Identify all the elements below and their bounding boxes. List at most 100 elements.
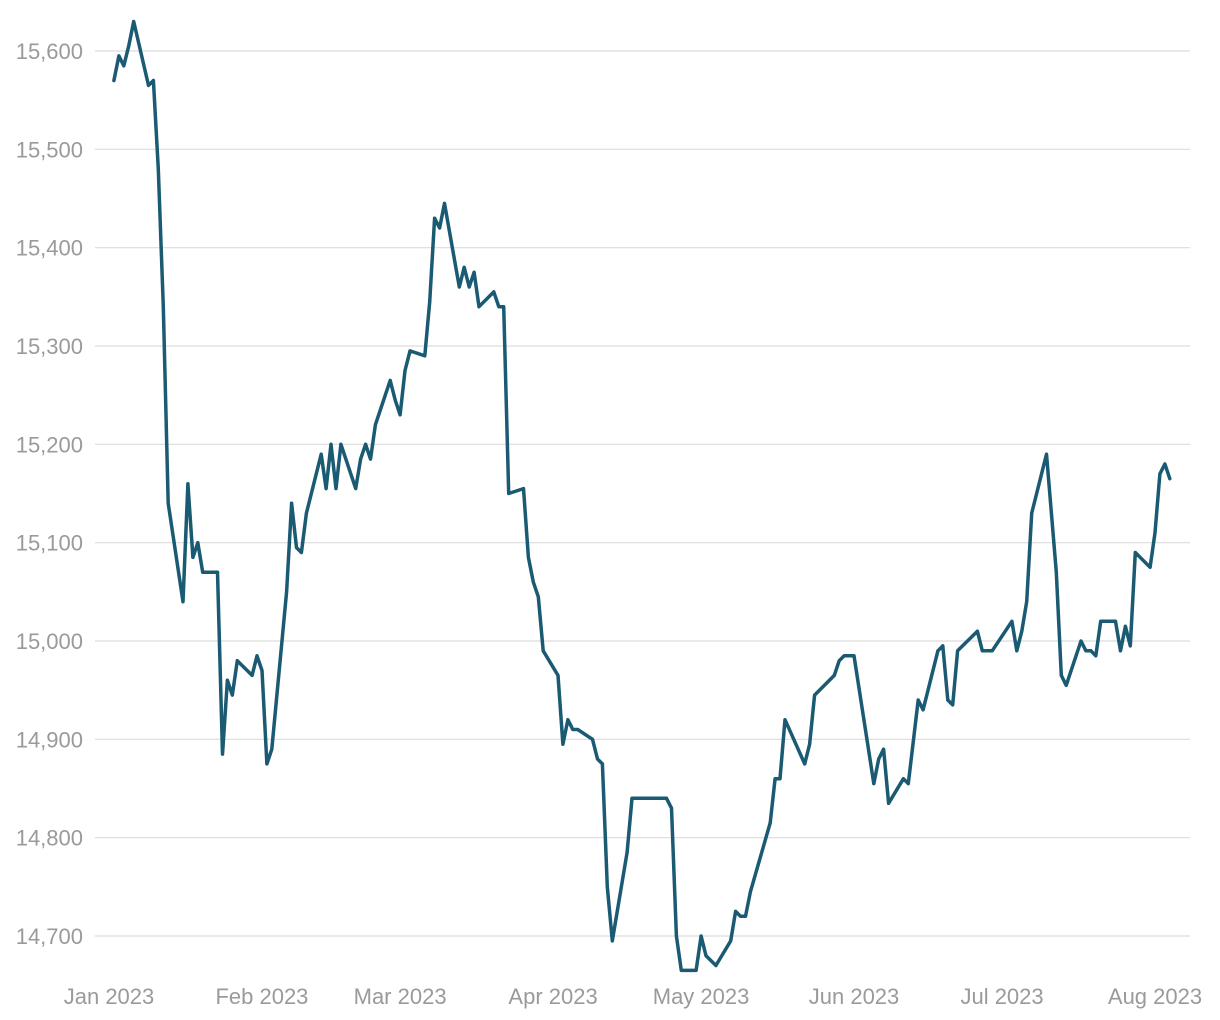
data-point xyxy=(477,305,481,309)
data-point xyxy=(364,442,368,446)
data-point xyxy=(369,457,372,461)
data-point xyxy=(319,452,323,456)
gridlines xyxy=(95,50,1190,937)
data-point xyxy=(600,762,604,766)
data-point xyxy=(956,649,960,653)
data-point xyxy=(901,777,905,781)
data-point xyxy=(290,501,294,505)
data-point xyxy=(591,737,594,741)
data-point xyxy=(990,649,994,653)
data-point xyxy=(674,934,678,938)
data-point xyxy=(526,555,530,559)
data-point xyxy=(1128,644,1132,648)
y-tick-label: 14,900 xyxy=(16,727,83,752)
data-point xyxy=(403,369,407,373)
data-point xyxy=(497,305,501,309)
data-point xyxy=(265,762,269,766)
data-point xyxy=(941,644,945,648)
data-point xyxy=(803,762,807,766)
x-tick-label: Jun 2023 xyxy=(809,984,900,1009)
data-point xyxy=(773,777,777,781)
data-point xyxy=(438,226,442,230)
data-point xyxy=(832,673,836,677)
data-point xyxy=(536,595,540,599)
data-point xyxy=(1099,619,1103,623)
data-point xyxy=(457,285,461,289)
data-point xyxy=(117,54,121,58)
data-point xyxy=(808,742,812,746)
data-point xyxy=(329,442,333,446)
data-point xyxy=(744,914,747,918)
data-point xyxy=(729,939,733,943)
data-point xyxy=(813,693,817,697)
data-point xyxy=(852,654,856,658)
data-point xyxy=(359,457,363,461)
y-tick-label: 15,100 xyxy=(16,531,83,556)
data-point xyxy=(260,669,264,672)
x-tick-label: Jan 2023 xyxy=(64,984,155,1009)
data-point xyxy=(147,83,150,87)
y-tick-label: 15,300 xyxy=(16,334,83,359)
x-axis-tick-labels: Jan 2023 Feb 2023 Mar 2023 Apr 2023 May 2023… xyxy=(64,984,1202,1009)
data-point xyxy=(625,850,629,854)
data-point xyxy=(299,551,303,554)
data-point xyxy=(916,698,920,702)
data-point xyxy=(1015,649,1019,653)
data-point xyxy=(1119,649,1122,653)
data-point xyxy=(566,718,570,722)
data-point xyxy=(882,747,886,751)
data-point xyxy=(443,201,446,205)
data-point xyxy=(127,44,131,48)
data-point xyxy=(304,511,308,515)
data-point xyxy=(122,64,126,68)
data-point xyxy=(936,649,940,653)
series-line xyxy=(112,19,1172,973)
data-point xyxy=(467,285,471,289)
data-point xyxy=(906,782,910,786)
data-point xyxy=(1059,673,1063,677)
data-point xyxy=(1030,511,1034,515)
data-point xyxy=(408,349,412,353)
data-point xyxy=(665,796,668,800)
x-tick-label: Feb 2023 xyxy=(215,984,308,1009)
y-axis-tick-labels: 14,700 14,800 14,900 15,000 15,100 15,200 15,3… xyxy=(16,39,83,949)
data-point xyxy=(522,487,525,491)
y-tick-label: 15,000 xyxy=(16,629,83,654)
data-point xyxy=(181,600,185,604)
data-point xyxy=(1025,600,1029,604)
data-point xyxy=(235,659,239,663)
y-tick-label: 14,800 xyxy=(16,826,83,851)
data-point xyxy=(196,541,200,545)
data-point xyxy=(714,964,718,967)
data-point xyxy=(492,290,496,294)
data-point xyxy=(541,649,545,653)
data-point xyxy=(1064,683,1068,687)
data-point xyxy=(502,305,506,309)
data-point xyxy=(285,590,289,594)
data-point xyxy=(975,629,979,633)
data-point xyxy=(462,265,466,269)
data-point xyxy=(596,757,599,761)
data-point xyxy=(842,654,846,658)
data-point xyxy=(1123,624,1127,628)
data-point xyxy=(921,708,925,712)
data-point xyxy=(561,742,565,746)
data-point xyxy=(132,20,136,23)
data-point xyxy=(1114,619,1117,623)
x-tick-label: Jul 2023 xyxy=(960,984,1043,1009)
data-point xyxy=(112,79,116,82)
data-point xyxy=(571,728,575,731)
data-point xyxy=(877,757,881,761)
data-point xyxy=(951,703,955,707)
data-point xyxy=(739,914,742,918)
data-point xyxy=(201,570,205,574)
y-tick-label: 15,200 xyxy=(16,432,83,457)
data-point xyxy=(507,492,511,495)
data-point xyxy=(887,801,891,805)
y-tick-label: 15,500 xyxy=(16,137,83,162)
data-point xyxy=(1168,477,1172,481)
data-point xyxy=(398,413,402,417)
data-point xyxy=(531,580,535,584)
data-point xyxy=(1020,629,1024,633)
data-point xyxy=(216,570,219,574)
